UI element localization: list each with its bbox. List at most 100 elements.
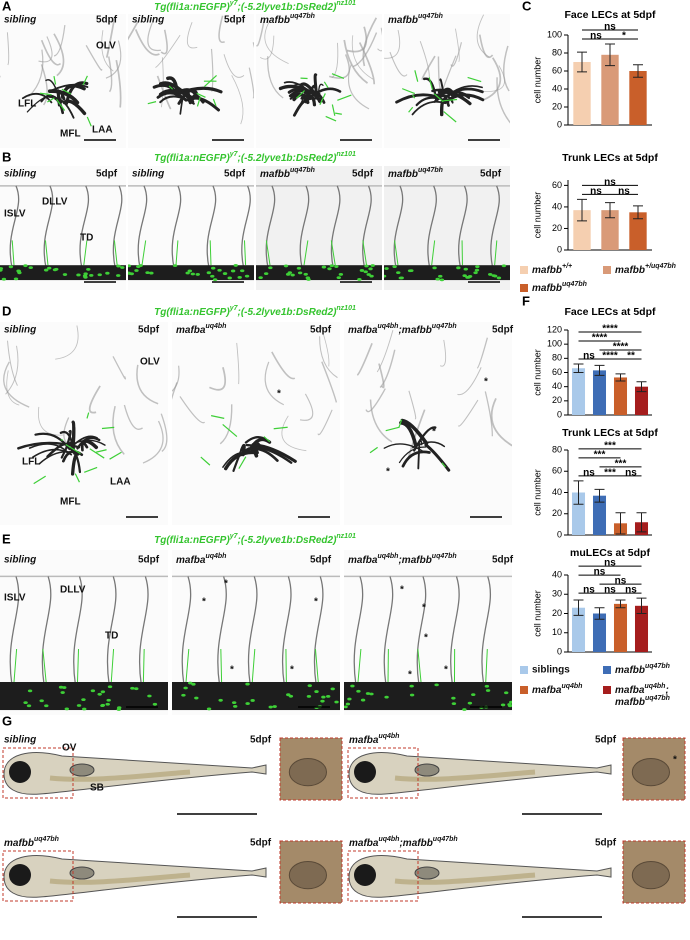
nucleus [296, 266, 302, 270]
sig-label: *** [594, 449, 606, 460]
sig-label: ns [618, 186, 630, 197]
vessel [223, 54, 245, 78]
image-bg [128, 14, 254, 148]
legend-swatch [603, 666, 611, 674]
transgene-part: y7 [229, 151, 239, 158]
image-panel [172, 550, 340, 715]
transgene-part: nz101 [336, 533, 356, 540]
head-box [2, 747, 74, 799]
genotype-part: mafbb [402, 555, 432, 566]
sig-label: ns [625, 585, 637, 596]
nucleus [500, 703, 506, 707]
label: sibling [4, 735, 36, 746]
nucleus [307, 684, 312, 688]
vessel [223, 450, 259, 471]
bar [634, 386, 649, 415]
green-vessel [86, 412, 90, 419]
genotype: mafbbuq47bh [532, 281, 587, 293]
image-panel [256, 14, 382, 148]
label: 5dpf [595, 735, 617, 746]
label: * [314, 597, 318, 608]
fish-body [3, 752, 267, 795]
nucleus [366, 273, 371, 276]
error-bar [594, 607, 605, 620]
green-vessel [323, 81, 329, 89]
islv [241, 185, 251, 268]
genotype-part: uq4bh [561, 683, 582, 690]
nucleus [334, 700, 339, 704]
transgene-part: y7 [229, 533, 239, 540]
genotype-part: mafba [176, 555, 206, 566]
nucleus [329, 264, 335, 268]
y-tick-label: 0 [557, 409, 562, 419]
label: * [230, 665, 234, 676]
vessel [105, 40, 122, 79]
y-tick-label: 40 [552, 487, 562, 497]
green-vessel [319, 93, 326, 106]
genotype-part: mafba [348, 555, 378, 566]
head-box [347, 747, 419, 799]
nucleus [365, 692, 371, 695]
nucleus [83, 272, 88, 276]
genotype-part: mafba [176, 325, 206, 336]
islv [490, 185, 500, 268]
vessel [179, 396, 206, 424]
islv-green [44, 240, 49, 266]
genotype-part: uq4bh [205, 323, 226, 330]
swim-bladder [69, 866, 95, 880]
nucleus [357, 278, 362, 281]
image-panel [384, 166, 510, 290]
nucleus [107, 685, 113, 689]
green-vessel [168, 85, 174, 90]
nucleus [233, 264, 238, 267]
y-tick-label: 60 [552, 65, 562, 75]
label: DLLV [42, 197, 68, 208]
label: Trunk LECs at 5dpf [562, 427, 658, 439]
vessel [329, 54, 350, 79]
vessel [112, 356, 127, 380]
genotype-part: uq47bh [645, 695, 670, 702]
genotype-part: uq4bh [378, 733, 399, 740]
nucleus [439, 278, 445, 282]
vessel [408, 390, 417, 420]
vessel [457, 367, 482, 396]
y-tick-label: 60 [552, 466, 562, 476]
nucleus [475, 265, 480, 269]
nucleus [396, 271, 401, 275]
vessel [267, 56, 284, 99]
transgene-title: Tg(fli1a:nEGFP)y7;(-5.2lyve1b:DsRed2)nz1… [154, 533, 356, 545]
label: * [408, 670, 412, 681]
nucleus [185, 271, 190, 275]
vessel [299, 393, 314, 421]
y-tick-label: 20 [552, 608, 562, 618]
nucleus [336, 276, 342, 280]
islv-green [417, 648, 422, 683]
inset-detail [631, 860, 671, 890]
label: 5dpf [250, 838, 272, 849]
vessel [439, 78, 444, 92]
nucleus [86, 268, 91, 271]
nucleus [149, 271, 154, 275]
nucleus [245, 682, 250, 686]
vessel [115, 59, 122, 108]
inset-border [622, 840, 686, 904]
vessel [156, 75, 172, 110]
fish-body [348, 752, 612, 795]
nucleus [116, 264, 121, 268]
vessel [365, 388, 386, 413]
nucleus [344, 705, 348, 709]
green-vessel [84, 466, 98, 473]
genotype-part: mafbb [615, 697, 645, 708]
error-bar [573, 480, 584, 505]
nucleus [435, 277, 440, 281]
genotype-part: mafbb [615, 665, 645, 676]
green-vessel [39, 92, 52, 96]
label: sibling [4, 325, 36, 336]
label: cell number [532, 590, 542, 637]
vessel [399, 420, 418, 448]
nucleus [134, 687, 139, 691]
vessel [80, 441, 89, 452]
bar [613, 603, 628, 652]
label: 5dpf [310, 325, 332, 336]
image-panel [256, 166, 382, 290]
